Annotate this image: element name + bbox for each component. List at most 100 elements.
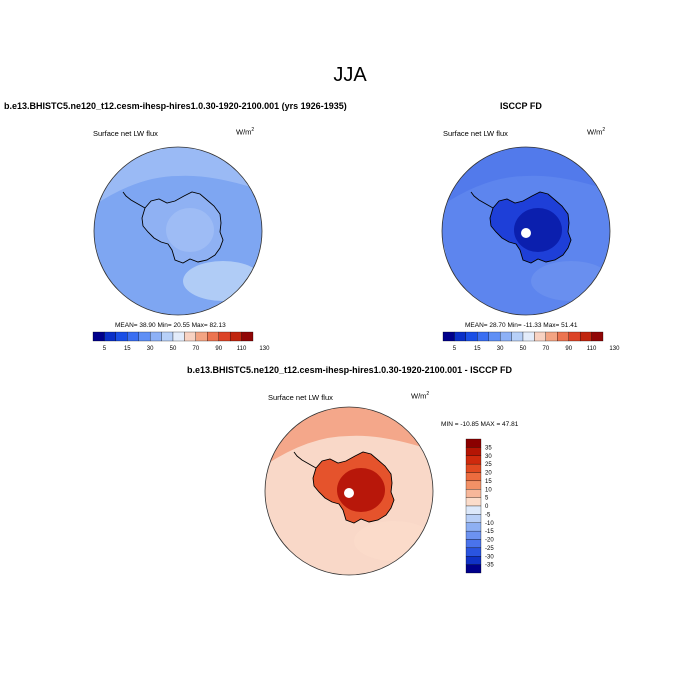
- colorbar-tick-label: 15: [124, 346, 131, 352]
- pole-missing-data: [521, 228, 531, 238]
- colorbar-tick-label: -35: [485, 563, 494, 569]
- colorbar-tick-label: 10: [485, 487, 492, 493]
- colorbar-swatch: [465, 530, 482, 540]
- colorbar-tick-label: 130: [609, 346, 620, 352]
- colorbar-swatch: [149, 331, 162, 342]
- colorbar-tick-label: 15: [474, 346, 481, 352]
- colorbar-swatch: [184, 331, 197, 342]
- colorbar-swatch: [465, 438, 482, 448]
- colorbar-swatch: [195, 331, 208, 342]
- colorbar-swatch: [127, 331, 139, 342]
- colorbar-tick-label: 70: [543, 346, 550, 352]
- colorbar-swatch: [579, 331, 592, 342]
- southeast-ocean-patch: [354, 521, 433, 561]
- colorbar-swatch: [477, 331, 489, 342]
- colorbar-swatch: [241, 331, 254, 342]
- antarctica-coastline: [489, 191, 572, 264]
- map-border: [264, 406, 434, 576]
- colorbar-swatch: [207, 331, 219, 342]
- colorbar-swatch: [465, 547, 482, 557]
- colorbar-tick-label: 30: [147, 346, 154, 352]
- colorbar-swatch: [115, 331, 128, 342]
- colorbar-swatch: [465, 564, 482, 574]
- antarctic-peninsula-coastline: [470, 191, 494, 209]
- northern-ocean-band: [442, 147, 610, 206]
- colorbar-tick-label: 5: [485, 496, 489, 502]
- colorbar-swatch: [557, 331, 569, 342]
- antarctica-coastline: [312, 451, 395, 524]
- colorbar-swatch: [465, 497, 482, 507]
- colorbar-tick-label: -5: [485, 512, 491, 518]
- model-units-label: W/m2: [236, 127, 255, 137]
- page-title: JJA: [333, 64, 367, 86]
- colorbar-swatch: [545, 331, 558, 342]
- colorbar-tick-label: 90: [565, 346, 572, 352]
- colorbar-tick-label: -20: [485, 538, 494, 544]
- northern-ocean-band: [265, 407, 433, 466]
- colorbar-swatch: [465, 539, 482, 549]
- diff-polar-map: [264, 406, 434, 576]
- antarctica-interior-field: [166, 208, 214, 252]
- colorbar-swatch: [454, 331, 467, 342]
- colorbar-swatch: [591, 331, 604, 342]
- map-border: [93, 146, 263, 316]
- obs-units-label: W/m2: [587, 127, 606, 137]
- colorbar-swatch: [465, 489, 482, 498]
- northern-ocean-band: [94, 147, 262, 206]
- colorbar-tick-label: 90: [215, 346, 222, 352]
- obs-polar-map: [441, 146, 611, 316]
- diff-panel-title: b.e13.BHISTC5.ne120_t12.cesm-ihesp-hires…: [187, 365, 512, 375]
- obs-panel-title: ISCCP FD: [500, 101, 542, 111]
- colorbar-tick-label: 0: [485, 504, 489, 510]
- colorbar-swatch: [465, 331, 478, 342]
- colorbar-swatch: [522, 331, 535, 342]
- colorbar-swatch: [465, 455, 482, 465]
- colorbar-swatch: [229, 331, 242, 342]
- diff-variable-label: Surface net LW flux: [268, 393, 333, 402]
- colorbar-tick-label: 110: [587, 346, 597, 352]
- colorbar-tick-label: 110: [237, 346, 247, 352]
- colorbar-swatch: [172, 331, 185, 342]
- colorbar-tick-label: -25: [485, 546, 494, 552]
- map-border: [441, 146, 611, 316]
- antarctic-peninsula-coastline: [293, 451, 317, 469]
- pole-missing-data: [344, 488, 354, 498]
- colorbar-swatch: [511, 331, 524, 342]
- colorbar-tick-label: 5: [103, 346, 107, 352]
- model-variable-label: Surface net LW flux: [93, 129, 158, 138]
- colorbar-tick-label: -15: [485, 529, 494, 535]
- colorbar-swatch: [138, 331, 151, 342]
- colorbar-swatch: [465, 556, 482, 565]
- colorbar-tick-label: 15: [485, 479, 492, 485]
- colorbar-swatch: [465, 514, 482, 523]
- colorbar-tick-label: 25: [485, 462, 492, 468]
- colorbar-swatch: [465, 522, 482, 532]
- antarctica-interior-field: [514, 208, 562, 252]
- antarctica-coastline: [141, 191, 224, 264]
- colorbar-tick-label: 130: [259, 346, 270, 352]
- diff-colorbar: 35 30 25 20 15 10 5 0 -5 -10 -15 -20 -25 -30 -35: [465, 438, 494, 574]
- colorbar-swatch: [465, 463, 482, 473]
- diff-units-label: W/m2: [411, 391, 430, 401]
- colorbar-tick-label: -10: [485, 521, 494, 527]
- obs-stats-text: MEAN= 28.70 Min= -11.33 Max= 51.41: [465, 322, 578, 329]
- obs-colorbar: 5 15 30 50 70 90 110 130: [442, 331, 620, 352]
- colorbar-swatch: [218, 331, 231, 342]
- southeast-ocean-patch: [183, 261, 262, 301]
- antarctic-peninsula-coastline: [122, 191, 146, 209]
- colorbar-tick-label: 50: [170, 346, 177, 352]
- model-panel-title: b.e13.BHISTC5.ne120_t12.cesm-ihesp-hires…: [4, 101, 347, 111]
- colorbar-tick-label: 20: [485, 471, 492, 477]
- colorbar-tick-label: -30: [485, 554, 494, 560]
- colorbar-swatch: [465, 472, 482, 482]
- model-polar-map: [93, 146, 263, 316]
- colorbar-tick-label: 70: [193, 346, 200, 352]
- colorbar-swatch: [161, 331, 174, 342]
- southeast-ocean-patch: [531, 261, 610, 301]
- antarctica-interior-field: [337, 468, 385, 512]
- colorbar-swatch: [442, 331, 455, 342]
- colorbar-tick-label: 30: [485, 454, 492, 460]
- colorbar-tick-label: 30: [497, 346, 504, 352]
- colorbar-swatch: [104, 331, 117, 342]
- colorbar-tick-label: 50: [520, 346, 527, 352]
